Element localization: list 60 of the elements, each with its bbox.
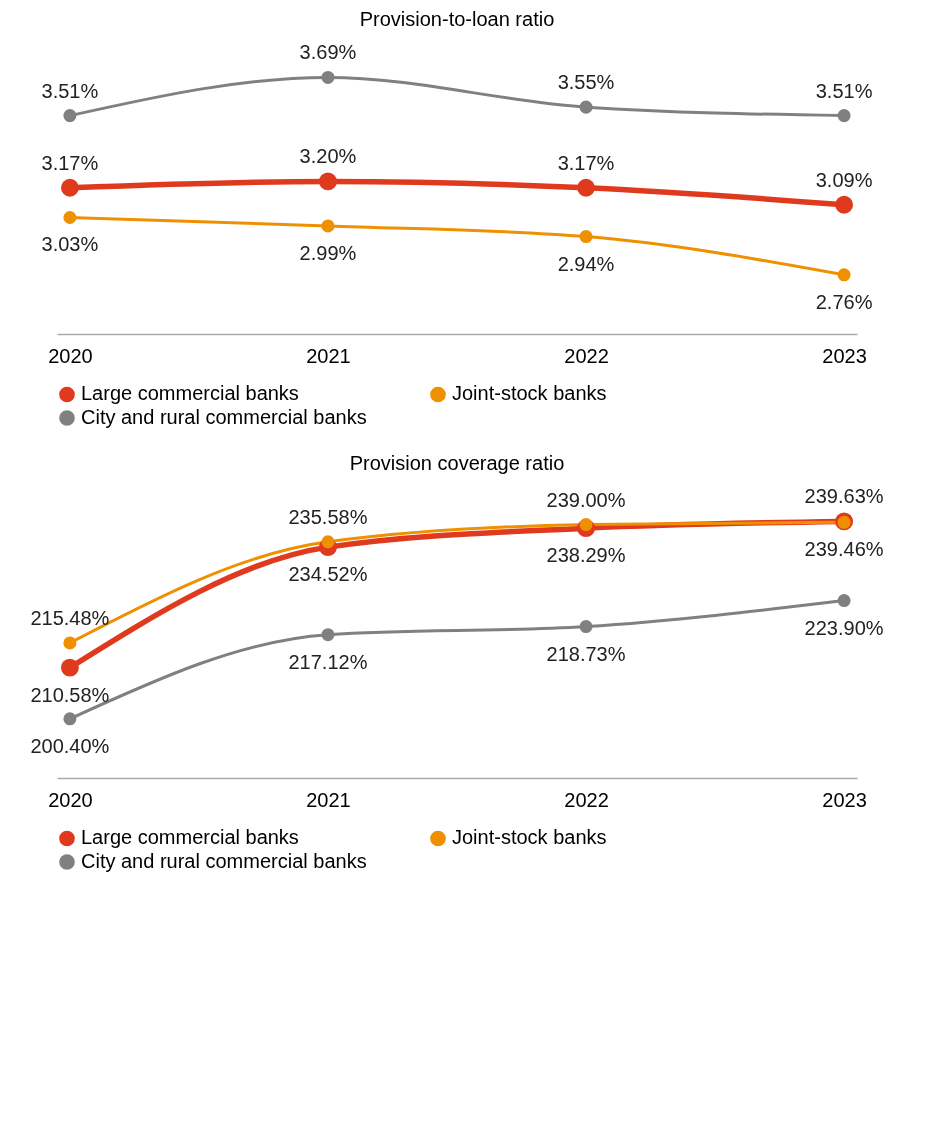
point bbox=[835, 195, 854, 214]
data-label: 238.29% bbox=[546, 544, 626, 567]
point bbox=[60, 178, 79, 197]
x-tick-label: 2022 bbox=[564, 788, 609, 811]
point bbox=[60, 658, 79, 677]
x-tick-label: 2023 bbox=[822, 344, 867, 367]
legend-label: Large commercial banks bbox=[81, 382, 299, 405]
point bbox=[63, 712, 77, 726]
point bbox=[579, 100, 593, 114]
data-label: 3.51% bbox=[41, 79, 99, 102]
point bbox=[63, 210, 77, 224]
data-label: 218.73% bbox=[546, 642, 626, 665]
chart-title: Provision-to-loan ratio bbox=[359, 8, 555, 30]
data-label: 235.58% bbox=[288, 505, 368, 528]
x-tick-label: 2023 bbox=[822, 788, 867, 811]
data-label: 223.90% bbox=[804, 616, 884, 639]
data-label: 3.17% bbox=[41, 151, 99, 174]
legend-label: Joint-stock banks bbox=[452, 382, 607, 405]
legend-label: City and rural commercial banks bbox=[81, 406, 367, 428]
data-label: 200.40% bbox=[30, 734, 110, 757]
legend-label: City and rural commercial banks bbox=[81, 850, 367, 872]
data-label: 210.58% bbox=[30, 683, 110, 706]
point bbox=[319, 172, 337, 191]
data-label: 3.69% bbox=[299, 41, 357, 64]
data-label: 3.09% bbox=[815, 168, 873, 191]
point bbox=[577, 178, 595, 197]
data-label: 2.94% bbox=[557, 252, 615, 275]
legend-label: Joint-stock banks bbox=[452, 826, 607, 849]
x-tick-label: 2022 bbox=[564, 344, 609, 367]
data-label: 3.20% bbox=[299, 145, 357, 168]
data-label: 239.46% bbox=[804, 538, 884, 561]
data-label: 3.03% bbox=[41, 233, 99, 256]
legend-label: Large commercial banks bbox=[81, 826, 299, 849]
data-label: 2.99% bbox=[299, 241, 357, 264]
x-tick-label: 2020 bbox=[48, 788, 93, 811]
point bbox=[837, 594, 851, 608]
data-label: 217.12% bbox=[288, 650, 368, 673]
data-label: 3.51% bbox=[815, 79, 873, 102]
point bbox=[579, 518, 593, 532]
data-label: 215.48% bbox=[30, 606, 110, 629]
point bbox=[837, 109, 851, 123]
point bbox=[321, 219, 335, 233]
x-tick-label: 2020 bbox=[48, 344, 93, 367]
data-label: 239.00% bbox=[546, 488, 626, 511]
point bbox=[321, 628, 335, 642]
chart-title: Provision coverage ratio bbox=[349, 452, 565, 474]
data-label: 3.17% bbox=[557, 151, 615, 174]
x-tick-label: 2021 bbox=[306, 344, 351, 367]
point bbox=[837, 268, 851, 282]
data-label: 2.76% bbox=[815, 290, 873, 313]
point bbox=[321, 70, 335, 84]
point bbox=[579, 230, 593, 244]
point bbox=[579, 620, 593, 634]
point bbox=[321, 535, 335, 549]
data-label: 3.55% bbox=[557, 71, 615, 94]
data-label: 239.63% bbox=[804, 485, 884, 508]
point bbox=[63, 636, 77, 650]
x-tick-label: 2021 bbox=[306, 788, 351, 811]
point bbox=[63, 109, 77, 123]
data-label: 234.52% bbox=[288, 563, 368, 586]
